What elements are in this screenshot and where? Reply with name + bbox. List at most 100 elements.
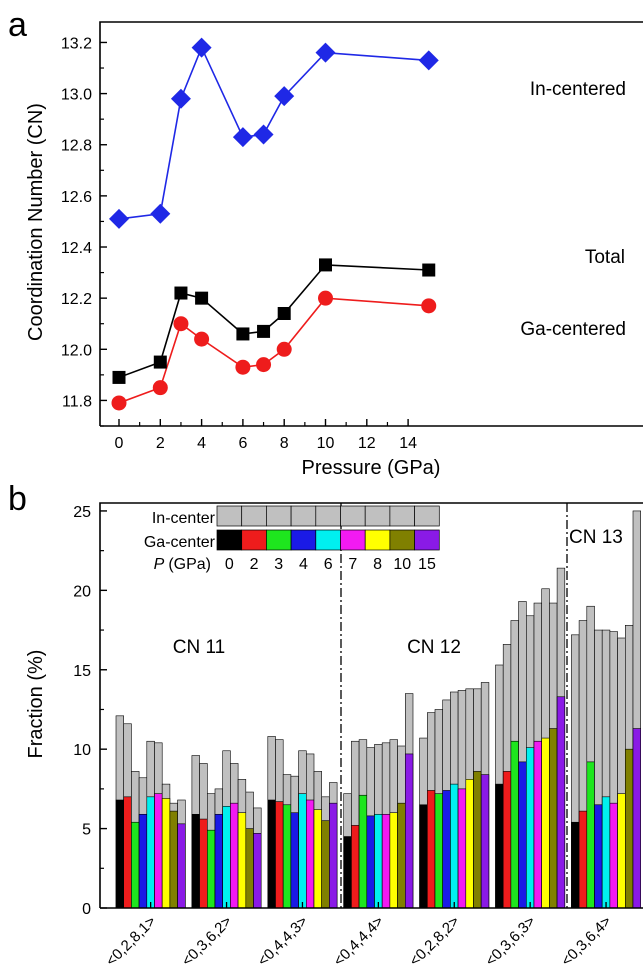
bar-ga-center [138, 813, 148, 909]
legend-in-center-label: In-center [152, 510, 216, 527]
y-tick-label: 12.2 [61, 291, 92, 308]
bar-ga-center [465, 779, 474, 909]
point-ga-centered [318, 290, 333, 306]
legend-swatch-ga-center [216, 529, 243, 551]
bar-ga-center [253, 833, 262, 909]
point-total [153, 355, 167, 369]
legend-swatch-ga-center [414, 529, 440, 551]
point-in-centered [191, 37, 212, 58]
bar-ga-center [207, 829, 216, 909]
point-total [195, 291, 209, 305]
point-ga-centered [173, 316, 189, 332]
panel-a-series-label-total: Total [585, 247, 625, 268]
bar-ga-center [115, 799, 124, 909]
point-ga-centered [111, 395, 127, 411]
point-in-centered [150, 203, 171, 224]
bar-ga-center [397, 802, 406, 909]
bar-ga-center [351, 825, 360, 909]
x-tick-label: 2 [156, 435, 165, 452]
bar-ga-center [442, 790, 451, 909]
x-tick-label: 10 [317, 435, 335, 452]
point-total [112, 370, 126, 384]
bar-ga-center [578, 810, 588, 909]
legend-ga-center-label: Ga-center [144, 534, 216, 551]
bar-ga-center [199, 818, 208, 909]
legend-swatch-in-center [364, 505, 391, 527]
bar-ga-center [404, 753, 414, 909]
bar-ga-center [473, 771, 482, 909]
legend-swatch-in-center [290, 505, 317, 527]
point-in-centered [253, 124, 274, 145]
bar-ga-center [366, 815, 375, 909]
legend-pressure-value: 3 [274, 556, 283, 573]
series-line-0 [118, 45, 429, 220]
point-total [277, 306, 291, 320]
x-tick-label: 6 [238, 435, 247, 452]
legend-swatch-ga-center [340, 529, 366, 551]
panel-b-y-axis-label: Fraction (%) [25, 650, 47, 759]
y-tick-label: 10 [73, 742, 91, 759]
x-tick-label: 0 [115, 435, 124, 452]
point-ga-centered [421, 298, 437, 314]
bar-ga-center [374, 813, 383, 909]
point-in-centered [170, 88, 191, 109]
bar-ga-center [586, 761, 595, 909]
legend-swatch-in-center [389, 505, 415, 527]
bar-ga-center [123, 796, 132, 909]
bar-ga-center [426, 790, 436, 909]
x-tick-label: 8 [280, 435, 289, 452]
bar-ga-center [177, 823, 186, 909]
y-tick-label: 11.8 [62, 393, 92, 410]
x-tick-label: <0,2,8,1> [103, 913, 160, 969]
bar-ga-center [230, 802, 239, 909]
point-total [257, 324, 271, 338]
point-in-centered [232, 127, 253, 148]
y-tick-label: 13.0 [61, 87, 92, 104]
point-total [422, 263, 436, 277]
group-label-cn11: CN 11 [173, 637, 225, 658]
bar-ga-center [343, 836, 352, 909]
legend-swatch-ga-center [241, 529, 267, 551]
legend-swatch-ga-center [389, 529, 415, 551]
point-ga-centered [152, 380, 168, 396]
bar-ga-center [525, 747, 535, 909]
bar-ga-center [617, 793, 626, 909]
panel-a-series-label-in: In-centered [530, 79, 626, 100]
y-tick-label: 20 [73, 583, 91, 600]
panel-a-y-axis-label: Coordination Number (CN) [25, 103, 47, 341]
bar-ga-center [305, 799, 315, 909]
point-in-centered [109, 208, 129, 229]
y-tick-label: 12.8 [61, 138, 92, 155]
legend-swatch-in-center [315, 505, 341, 527]
bar-ga-center [321, 820, 330, 909]
x-tick-label: 12 [358, 435, 376, 452]
point-in-centered [418, 50, 439, 71]
bar-ga-center [533, 740, 542, 909]
legend-pressure-value: 0 [225, 556, 234, 573]
panel-a-plot: 0 2 4 6 8 10 12 14 11.8 12.0 12.2 12.4 12.6 12.8 13.0… [25, 21, 643, 479]
x-tick-label: <0,3,6,3> [482, 913, 539, 969]
panel-b-frame [99, 502, 643, 909]
bar-ga-center [510, 740, 519, 909]
legend-swatch-in-center [216, 505, 243, 527]
y-tick-label: 25 [73, 504, 91, 521]
bar-ga-center [245, 828, 254, 909]
y-tick-label: 15 [73, 663, 91, 680]
point-ga-centered [256, 357, 272, 373]
legend-swatch-ga-center [364, 529, 391, 551]
point-ga-centered [235, 359, 251, 375]
legend-pressure-value: 4 [299, 556, 308, 573]
bar-ga-center [434, 793, 443, 909]
x-tick-label: 4 [197, 435, 206, 452]
bar-ga-center [502, 771, 512, 909]
point-in-centered [274, 86, 295, 107]
bar-ga-center [154, 793, 163, 909]
bar-ga-center [191, 813, 200, 909]
legend-swatch-ga-center [290, 529, 317, 551]
bar-ga-center [282, 804, 292, 909]
panel-a-series-label-ga: Ga-centered [520, 319, 626, 340]
bar-ga-center [419, 804, 428, 909]
panel-a-frame [99, 21, 643, 427]
